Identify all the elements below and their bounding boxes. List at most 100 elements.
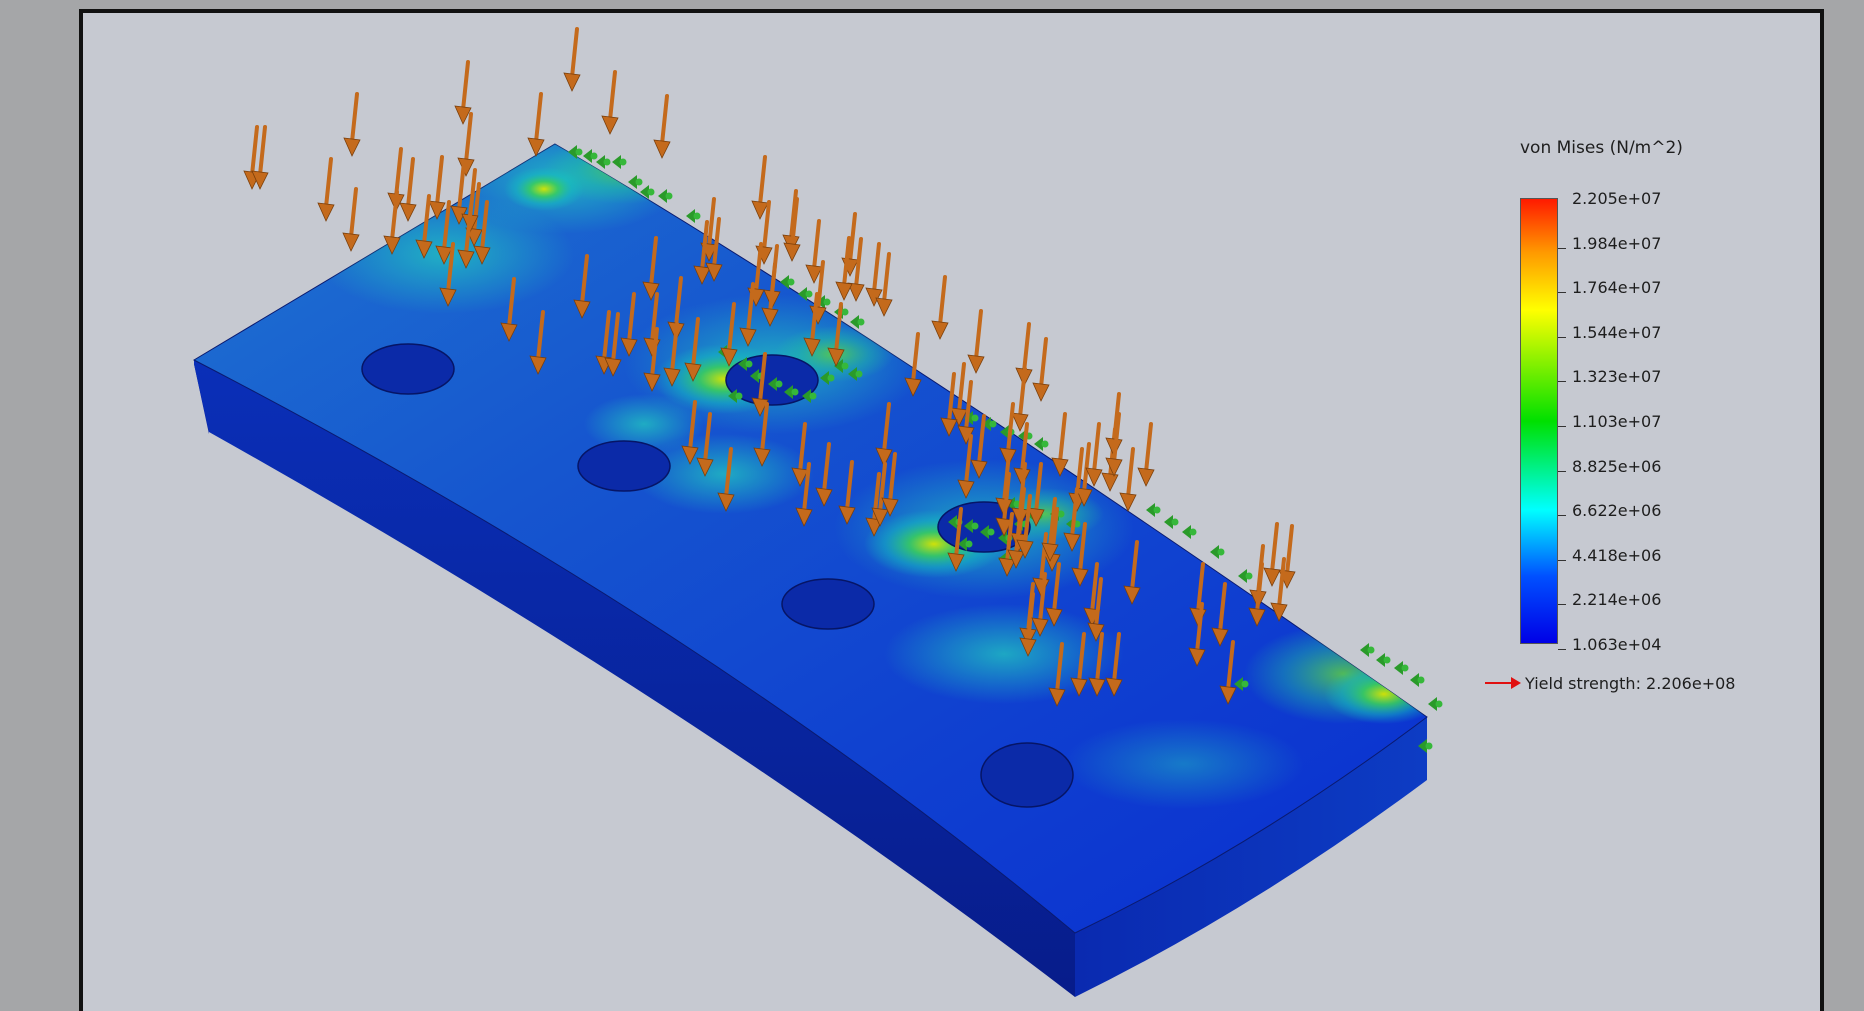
fixture-marker [834, 359, 849, 373]
colorbar-tick-label: 1.984e+07 [1572, 233, 1662, 253]
load-arrow [1219, 640, 1237, 705]
fixture-marker [628, 175, 643, 189]
fixture-marker [1418, 739, 1433, 753]
load-arrow [1007, 504, 1025, 569]
load-arrow [947, 507, 965, 572]
fixture-marker [612, 155, 627, 169]
fixture-marker [798, 287, 813, 301]
fixture-marker [1146, 503, 1161, 517]
load-arrows [243, 27, 1296, 707]
load-arrow [1027, 462, 1045, 527]
colorbar-tick-mark [1558, 247, 1566, 249]
load-arrow [957, 434, 975, 499]
load-arrow [970, 414, 988, 479]
fixture-marker [1164, 515, 1179, 529]
load-arrow [1085, 422, 1103, 487]
fixture-marker [802, 389, 817, 403]
load-arrow [620, 292, 638, 357]
fixture-marker [982, 417, 997, 431]
load-arrow [383, 190, 401, 255]
fixture-marker [1238, 569, 1253, 583]
colorbar-tick-label: 1.544e+07 [1572, 322, 1662, 342]
load-arrow [783, 197, 801, 262]
colorbar-tick-label: 1.764e+07 [1572, 278, 1662, 298]
load-arrow [601, 70, 619, 135]
load-arrow [815, 442, 833, 507]
fixture-marker [728, 389, 743, 403]
colorbar-tick-mark [1558, 649, 1566, 650]
load-arrow [342, 187, 360, 252]
load-arrow [1248, 562, 1266, 627]
fea-model[interactable] [79, 9, 1824, 1011]
load-arrow [940, 372, 958, 437]
colorbar-tick-mark [1558, 426, 1566, 427]
load-arrow [1270, 557, 1288, 622]
colorbar-tick-mark [1558, 559, 1566, 561]
legend-title: von Mises (N/m^2) [1520, 138, 1683, 158]
part-front-face [194, 360, 1075, 997]
load-arrow [881, 452, 899, 517]
colorbar-tick-label: 1.103e+07 [1572, 412, 1662, 431]
load-arrow [1071, 522, 1089, 587]
load-arrow [875, 252, 893, 317]
fixture-marker [964, 519, 979, 533]
colorbar-tick-label: 1.063e+04 [1572, 635, 1662, 654]
fixture-marker [640, 185, 655, 199]
yield-strength-label: Yield strength: 2.206e+08 [1525, 673, 1736, 693]
colorbar-tick-mark [1558, 604, 1566, 606]
load-arrow [399, 157, 417, 222]
load-arrow [1070, 632, 1088, 697]
hole [781, 578, 875, 630]
fixture-marker [583, 149, 598, 163]
fixture-marker [958, 537, 973, 551]
load-arrow [950, 362, 968, 427]
load-arrow [1105, 632, 1123, 697]
load-arrow [803, 292, 821, 357]
colorbar-tick-mark [1558, 515, 1566, 517]
load-arrow [761, 262, 779, 327]
load-arrow [1105, 412, 1123, 477]
load-arrow [1045, 562, 1063, 627]
fixture-marker [1394, 661, 1409, 675]
load-arrow [415, 194, 433, 259]
load-arrow [751, 352, 769, 417]
fixture-marker [1428, 697, 1443, 711]
load-arrow [1011, 367, 1029, 432]
load-arrow [1019, 592, 1037, 657]
fixture-marker [1234, 677, 1249, 691]
load-arrow [457, 204, 475, 269]
graphics-viewport[interactable]: von Mises (N/m^2) 2.205e+07 1.984e+07 1.76… [79, 9, 1824, 1011]
load-arrow [1016, 494, 1034, 559]
fixture-marker [780, 275, 795, 289]
load-arrow [1137, 422, 1155, 487]
fixture-marker [1182, 525, 1197, 539]
load-arrow [653, 94, 671, 159]
scene: von Mises (N/m^2) 2.205e+07 1.984e+07 1.76… [79, 9, 1824, 1011]
load-arrow [684, 317, 702, 382]
fixture-marker [820, 371, 835, 385]
load-arrow [717, 447, 735, 512]
arrow-right-icon [1485, 677, 1521, 689]
load-arrow [500, 277, 518, 342]
load-arrow [805, 219, 823, 284]
load-arrow [1088, 632, 1106, 697]
hole [361, 343, 455, 395]
load-arrow [663, 322, 681, 387]
load-arrow [343, 92, 361, 157]
load-arrow [753, 402, 771, 467]
yield-strength-marker: Yield strength: 2.206e+08 [1483, 673, 1735, 693]
load-arrow [1188, 602, 1206, 667]
load-arrow [705, 217, 723, 282]
load-arrow [573, 254, 591, 319]
load-arrow [838, 460, 856, 525]
load-arrow [1087, 577, 1105, 642]
fixture-marker [980, 525, 995, 539]
fixture-marker [658, 189, 673, 203]
colorbar-tick-mark [1558, 381, 1566, 383]
colorbar-tick-label: 2.214e+06 [1572, 590, 1662, 610]
load-arrow [835, 236, 853, 301]
load-arrow [473, 200, 491, 265]
load-arrow [563, 27, 581, 92]
load-arrow [827, 302, 845, 367]
colorbar-tick-mark [1558, 292, 1566, 294]
